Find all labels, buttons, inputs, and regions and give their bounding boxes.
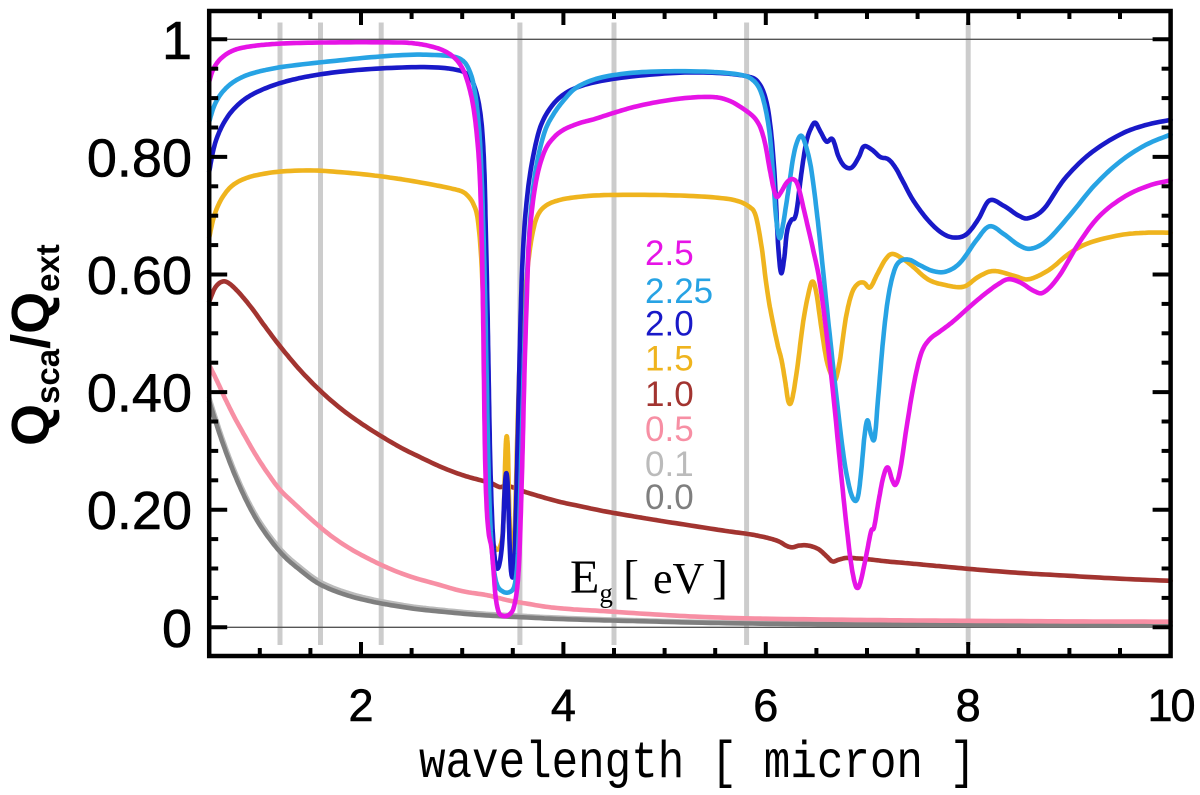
svg-text:2: 2 [348,680,373,731]
svg-text:Eg: Eg [570,551,613,608]
svg-text:Qsca/Qext: Qsca/Qext [1,244,66,446]
svg-text:0.5: 0.5 [645,410,694,449]
svg-text:0.0: 0.0 [645,478,694,517]
svg-text:wavelength [ micron ]: wavelength [ micron ] [419,734,976,793]
svg-text:0: 0 [162,599,192,659]
svg-text:0.80: 0.80 [87,128,192,188]
svg-text:0.40: 0.40 [87,364,192,424]
svg-text:0.60: 0.60 [87,246,192,306]
svg-text:eV: eV [653,554,705,603]
svg-text:1.5: 1.5 [645,340,694,379]
svg-text:6: 6 [753,680,778,731]
svg-text:0.1: 0.1 [645,445,694,484]
svg-text:1: 1 [162,11,192,71]
svg-text:]: ] [712,551,728,604]
svg-text:[: [ [623,551,639,604]
svg-text:2.5: 2.5 [645,234,694,273]
svg-text:4: 4 [551,680,576,731]
svg-text:10: 10 [1147,680,1194,731]
svg-text:8: 8 [956,680,981,731]
svg-text:0.20: 0.20 [87,481,192,541]
svg-text:1.0: 1.0 [645,375,694,414]
svg-text:2.25: 2.25 [645,272,713,311]
svg-text:2.0: 2.0 [645,304,694,343]
